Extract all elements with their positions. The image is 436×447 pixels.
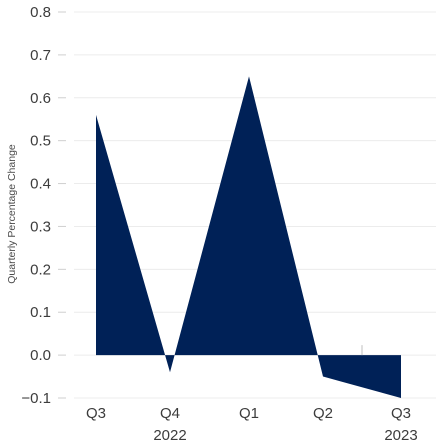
x-tick-label: Q2 — [313, 405, 333, 422]
y-axis: −0.1 0.0 0.1 0.2 0.3 0.4 0.5 0.6 0.7 0.8 — [21, 4, 66, 407]
y-tick-label: 0.8 — [30, 4, 51, 21]
x-axis: Q3 Q4 Q1 Q2 Q3 2022 2023 — [86, 405, 418, 444]
area-series — [96, 76, 401, 398]
y-tick-label: 0.4 — [30, 176, 51, 193]
x-tick-label: Q3 — [86, 405, 106, 422]
y-tick-label: 0.3 — [30, 218, 51, 235]
y-tick-label: 0.2 — [30, 261, 51, 278]
x-year-label: 2023 — [384, 427, 417, 444]
y-tick-label: 0.7 — [30, 47, 51, 64]
x-tick-label: Q4 — [160, 405, 180, 422]
x-tick-label: Q1 — [239, 405, 259, 422]
y-tick-label: 0.6 — [30, 90, 51, 107]
y-tick-label: 0.0 — [30, 347, 51, 364]
y-tick-label: 0.1 — [30, 304, 51, 321]
x-year-label: 2022 — [153, 427, 186, 444]
y-tick-label: −0.1 — [21, 390, 51, 407]
x-tick-label: Q3 — [391, 405, 411, 422]
y-axis-title: Quarterly Percentage Change — [6, 144, 18, 284]
y-tick-label: 0.5 — [30, 133, 51, 150]
area-layer — [96, 76, 401, 398]
